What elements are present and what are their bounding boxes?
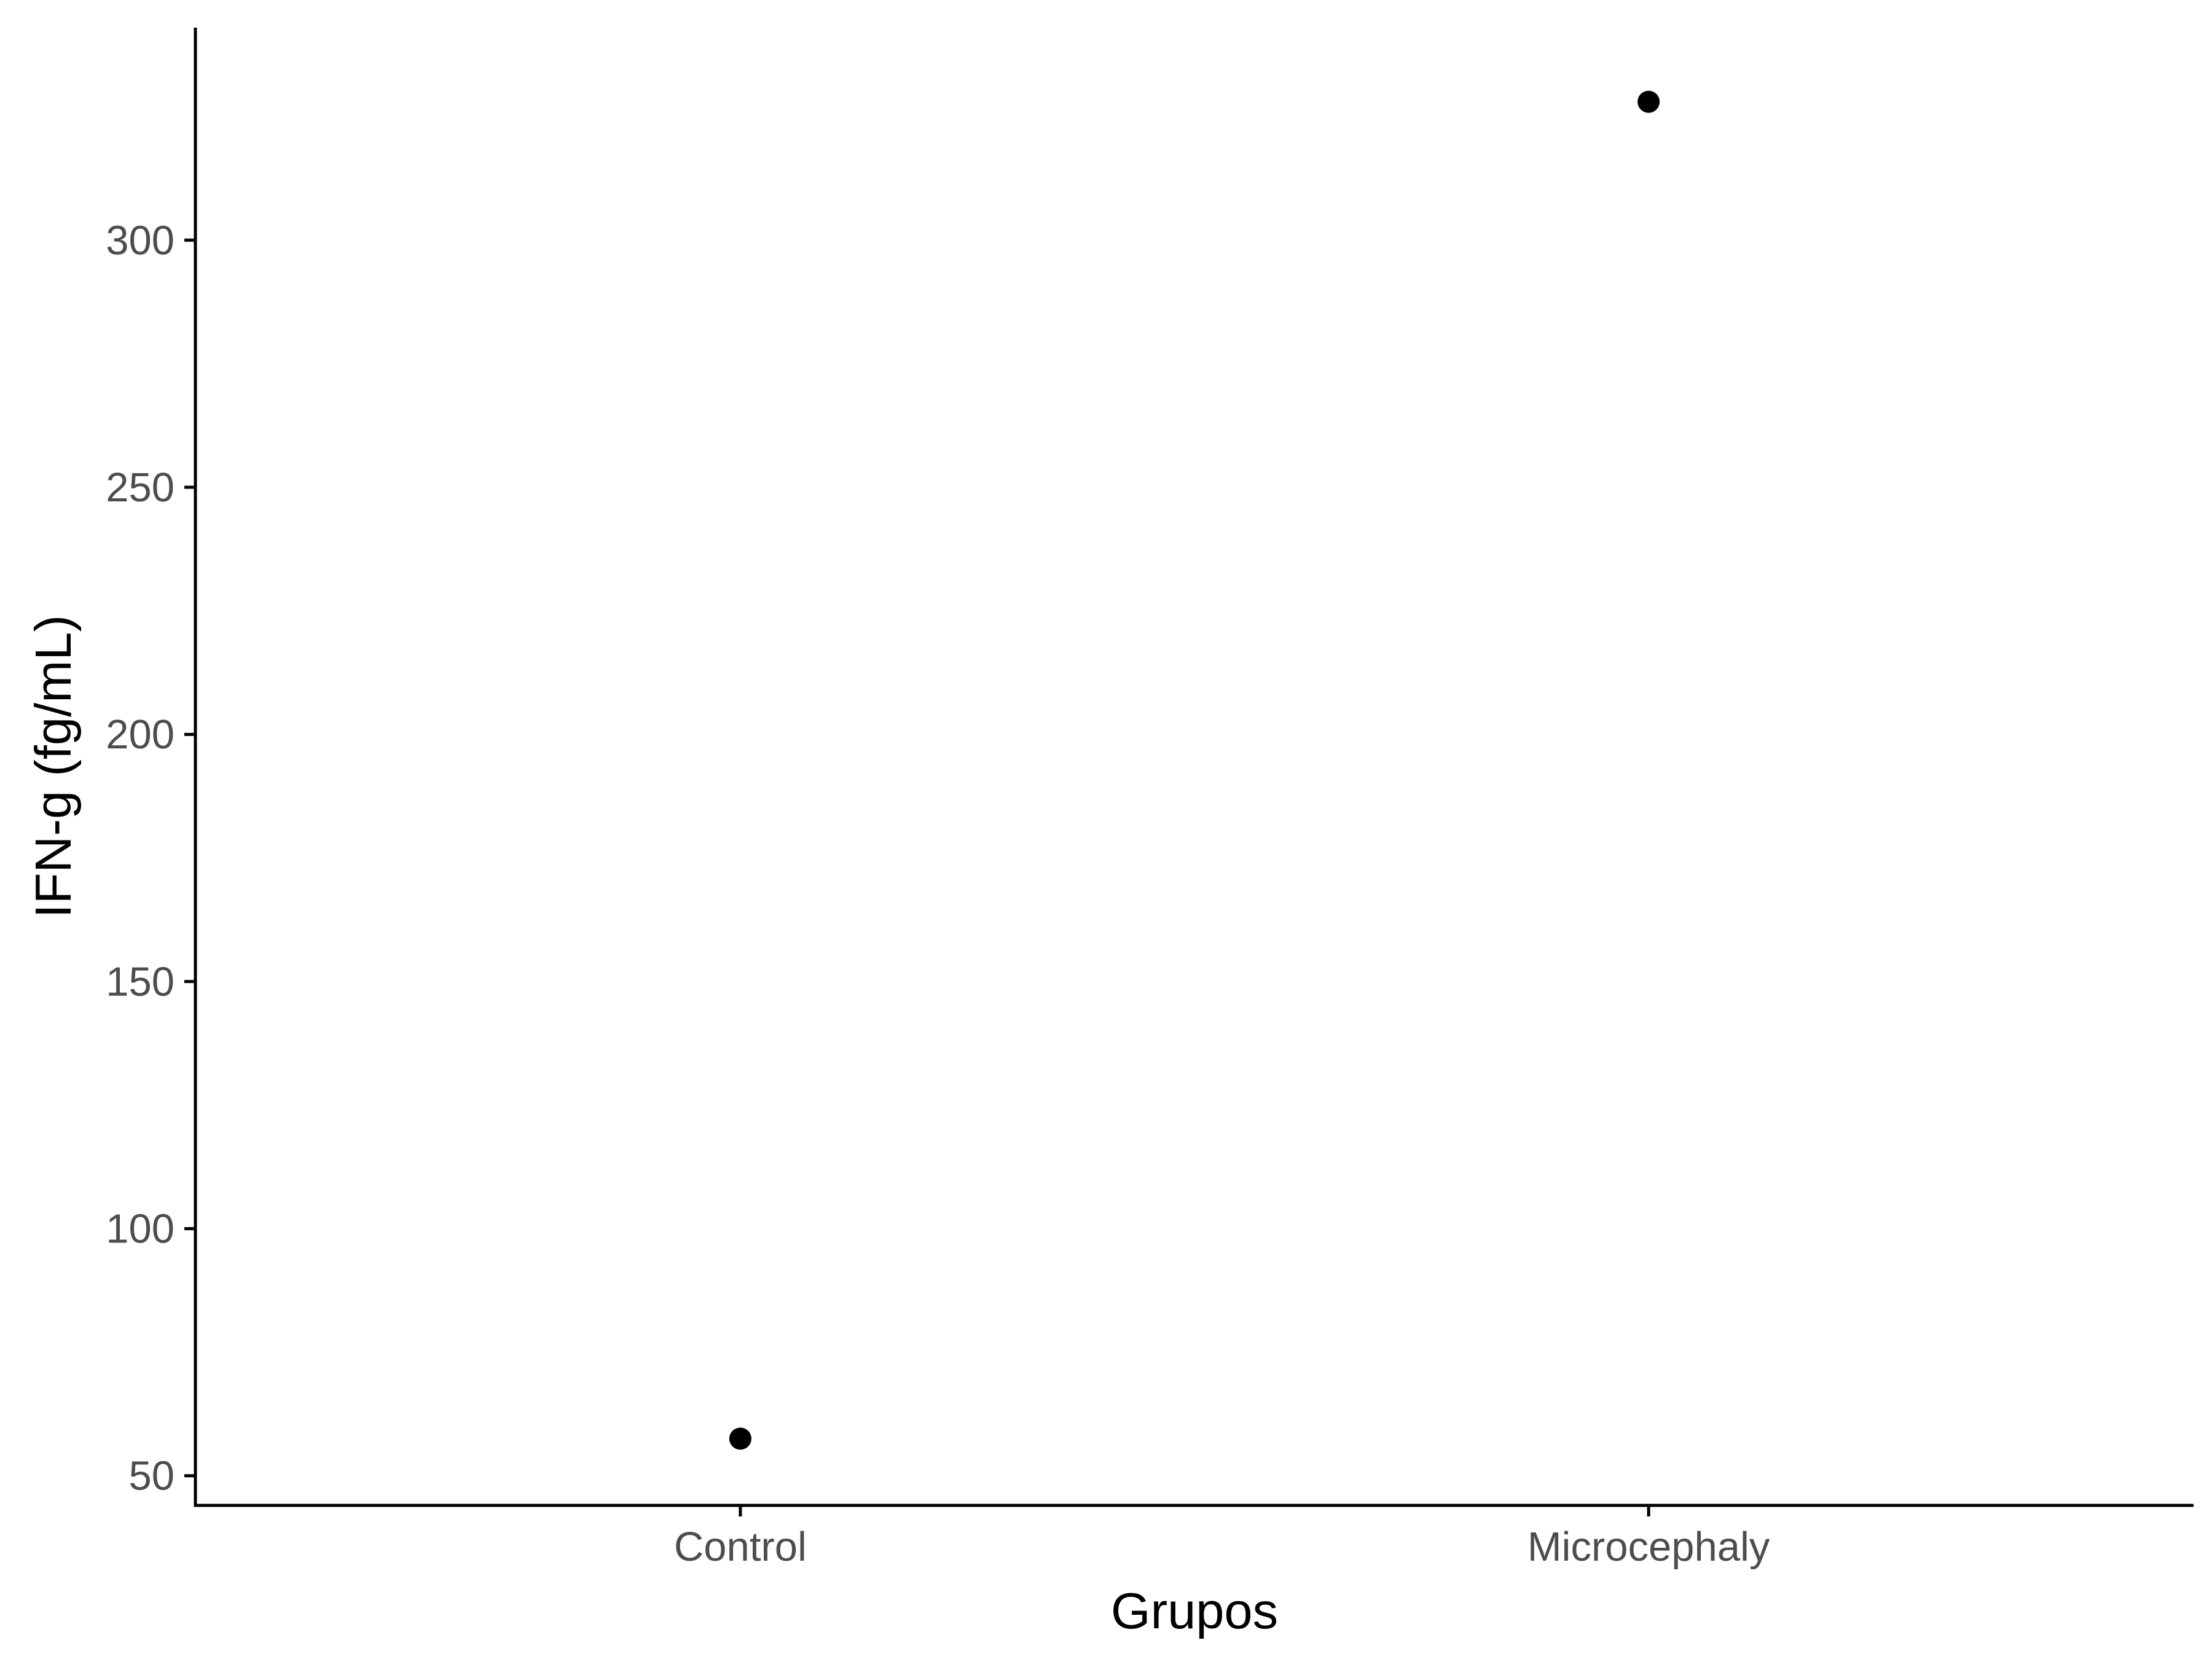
x-tick-label: Control [674,1524,807,1570]
x-axis-title: Grupos [1111,1582,1278,1639]
y-tick-label: 150 [106,959,175,1005]
y-tick-label: 100 [106,1206,175,1252]
data-point-control [729,1427,751,1450]
data-points [729,90,1660,1450]
data-point-microcephaly [1637,90,1660,113]
y-axis-title: IFN-g (fg/mL) [25,615,82,918]
x-axis-ticks: Control Microcephaly [674,1505,1770,1570]
y-tick-label: 200 [106,712,175,758]
x-tick-label: Microcephaly [1528,1524,1770,1570]
y-tick-label: 250 [106,465,175,511]
y-tick-label: 300 [106,218,175,264]
y-axis-ticks: 50 100 150 200 250 300 [106,218,195,1499]
y-tick-label: 50 [128,1453,175,1499]
